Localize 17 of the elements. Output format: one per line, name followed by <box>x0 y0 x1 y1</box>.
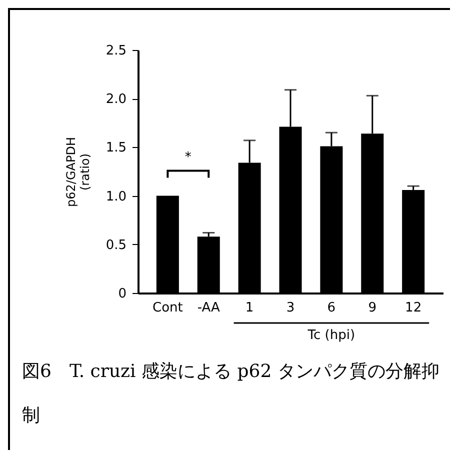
y-tick-label: 0 <box>118 286 126 302</box>
y-tick-label: 2.5 <box>106 44 126 58</box>
text: 図6 T. cruzi 感染による p62 タンパク質の分解抑制 <box>22 361 440 426</box>
x-tick-label: 9 <box>368 300 377 316</box>
x-tick-label: 1 <box>245 300 254 316</box>
y-axis-title: p62/GAPDH (ratio) <box>64 137 92 207</box>
x-tick-label: 6 <box>327 300 336 316</box>
y-tick-label: 1.0 <box>106 189 126 204</box>
x-tick-label: 12 <box>405 300 422 316</box>
x-axis-title: Tc (hpi) <box>306 328 356 343</box>
x-tick-label: -AA <box>197 300 220 316</box>
x-tick-label: 3 <box>286 300 295 316</box>
x-tick-label: Cont <box>152 300 183 316</box>
annotation: * <box>184 150 192 165</box>
y-tick-label: 1.5 <box>106 140 126 156</box>
y-tick-label: 2.0 <box>106 92 126 108</box>
y-tick-label: 0.5 <box>106 238 126 253</box>
